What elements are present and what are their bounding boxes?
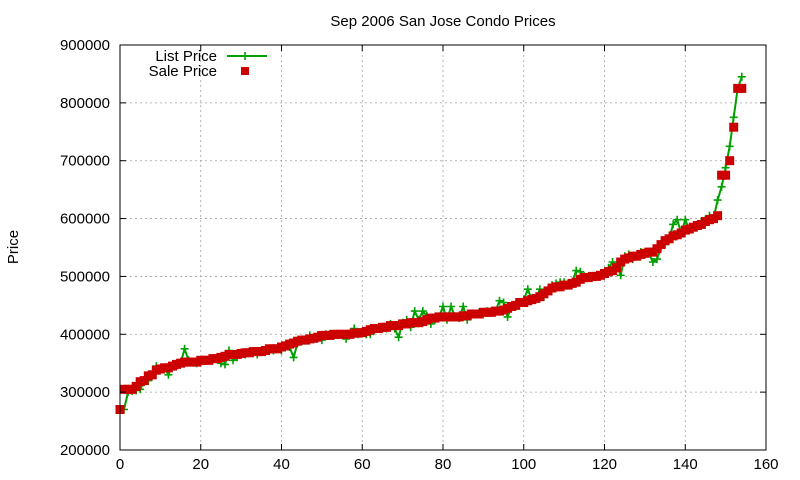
chart-title: Sep 2006 San Jose Condo Prices: [330, 13, 555, 30]
y-tick-label: 300000: [60, 384, 110, 401]
y-axis-label: Price: [5, 230, 22, 264]
x-tick-label: 100: [511, 456, 536, 473]
data-point-sale-price: [729, 122, 739, 132]
data-point-list-price: [439, 302, 447, 311]
data-point-list-price: [616, 271, 625, 280]
y-tick-label: 800000: [60, 95, 110, 112]
grid: [120, 45, 766, 450]
y-tick-label: 400000: [60, 326, 110, 343]
x-tick-label: 60: [354, 456, 371, 473]
data-point-list-price: [418, 307, 427, 316]
y-tick-label: 200000: [60, 442, 110, 459]
data-point-list-price: [459, 302, 468, 311]
x-tick-label: 40: [273, 456, 290, 473]
y-tick-label: 500000: [60, 268, 110, 285]
legend-marker-sale-price: [241, 67, 249, 75]
data-point-sale-price: [131, 381, 141, 391]
x-tick-label: 0: [116, 456, 124, 473]
data-point-list-price: [394, 333, 403, 342]
data-point-list-price: [523, 285, 532, 294]
x-tick-label: 120: [592, 456, 617, 473]
data-point-list-price: [737, 72, 746, 81]
legend-label-list-price: List Price: [155, 48, 217, 65]
data-point-sale-price: [725, 156, 735, 166]
series-sale-price: [115, 83, 747, 414]
x-tick-label: 20: [192, 456, 209, 473]
data-point-sale-price: [713, 211, 723, 221]
data-point-list-price: [717, 182, 726, 191]
data-point-list-price: [713, 196, 722, 205]
data-point-sale-price: [147, 370, 157, 380]
data-point-list-price: [495, 296, 504, 305]
data-point-list-price: [681, 215, 690, 224]
data-point-list-price: [572, 266, 581, 275]
legend: List Price Sale Price: [149, 48, 267, 80]
data-point-sale-price: [737, 83, 747, 93]
data-point-sale-price: [612, 263, 622, 273]
data-point-list-price: [648, 258, 657, 266]
y-tick-label: 700000: [60, 153, 110, 170]
legend-marker-list-price: [241, 52, 249, 60]
x-tick-label: 160: [753, 456, 778, 473]
data-point-list-price: [725, 142, 734, 151]
ticks: 0 20 40 60 80 100 120 140 160 200000 300000 400000 5…: [60, 37, 779, 473]
y-tick-label: 900000: [60, 37, 110, 54]
data-point-list-price: [729, 113, 738, 122]
data-point-list-price: [673, 215, 682, 224]
y-tick-label: 600000: [60, 211, 110, 228]
legend-label-sale-price: Sale Price: [149, 63, 217, 80]
data-point-list-price: [180, 344, 189, 353]
data-point-list-price: [447, 302, 456, 311]
data-point-sale-price: [139, 376, 149, 386]
data-point-sale-price: [721, 170, 731, 180]
data-point-list-price: [289, 353, 298, 362]
data-point-list-price: [410, 307, 419, 316]
x-tick-label: 80: [435, 456, 452, 473]
series-layer: [115, 72, 747, 414]
x-tick-label: 140: [673, 456, 698, 473]
data-point-list-price: [669, 220, 678, 229]
